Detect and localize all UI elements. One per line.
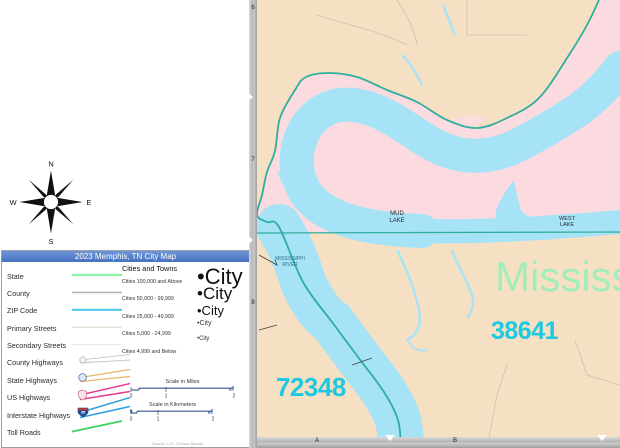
svg-text:1: 1 <box>165 394 168 400</box>
svg-text:0: 0 <box>130 394 133 400</box>
svg-text:1: 1 <box>157 417 160 423</box>
svg-text:72348: 72348 <box>276 372 346 402</box>
svg-text:Mississ: Mississ <box>495 253 620 300</box>
svg-text:2: 2 <box>233 394 235 400</box>
svg-text:N: N <box>48 160 53 169</box>
svg-text:E: E <box>86 198 91 207</box>
svg-text:MUD: MUD <box>390 211 404 217</box>
svg-text:W: W <box>10 198 17 207</box>
svg-text:RIVER: RIVER <box>282 262 298 268</box>
svg-text:2: 2 <box>212 417 215 423</box>
svg-text:0: 0 <box>130 417 133 423</box>
svg-text:LAKE: LAKE <box>389 218 404 224</box>
svg-text:38641: 38641 <box>491 317 559 345</box>
svg-text:LAKE: LAKE <box>560 222 574 228</box>
svg-text:35: 35 <box>81 410 86 415</box>
svg-text:S: S <box>49 237 54 244</box>
